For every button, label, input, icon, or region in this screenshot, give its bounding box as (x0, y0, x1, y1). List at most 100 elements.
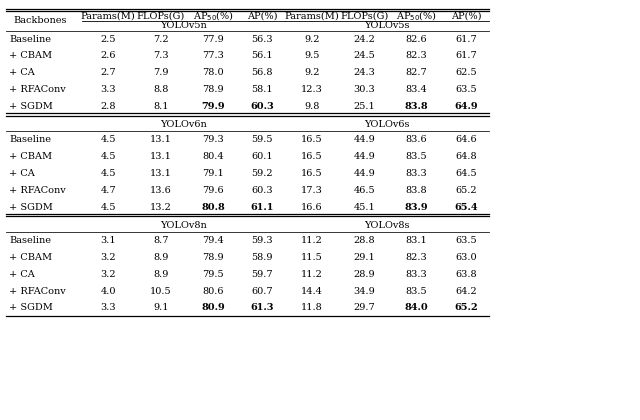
Text: 79.6: 79.6 (202, 186, 224, 195)
Text: 61.3: 61.3 (251, 303, 274, 312)
Text: 24.2: 24.2 (353, 34, 375, 44)
Text: 24.3: 24.3 (353, 68, 375, 77)
Text: YOLOv5n: YOLOv5n (160, 21, 207, 30)
Text: 78.0: 78.0 (202, 68, 224, 77)
Text: 83.5: 83.5 (406, 152, 428, 161)
Text: AP$_{50}$(%): AP$_{50}$(%) (193, 10, 234, 23)
Text: 34.9: 34.9 (353, 286, 375, 296)
Text: 11.2: 11.2 (301, 236, 323, 245)
Text: 56.3: 56.3 (252, 34, 273, 44)
Text: AP(%): AP(%) (247, 12, 278, 21)
Text: 9.2: 9.2 (304, 68, 319, 77)
Text: 29.7: 29.7 (353, 303, 375, 312)
Text: 2.7: 2.7 (100, 68, 116, 77)
Text: 8.8: 8.8 (153, 85, 168, 94)
Text: 4.5: 4.5 (100, 135, 116, 144)
Text: 63.5: 63.5 (455, 85, 477, 94)
Text: + CBAM: + CBAM (9, 152, 52, 161)
Text: 82.6: 82.6 (406, 34, 428, 44)
Text: YOLOv8s: YOLOv8s (364, 221, 410, 230)
Text: YOLOv6s: YOLOv6s (364, 120, 410, 129)
Text: 9.5: 9.5 (304, 51, 319, 60)
Text: 82.3: 82.3 (406, 253, 428, 262)
Text: 83.8: 83.8 (405, 102, 428, 111)
Text: 82.7: 82.7 (406, 68, 428, 77)
Text: 62.5: 62.5 (455, 68, 477, 77)
Text: 79.5: 79.5 (202, 270, 224, 279)
Text: 28.8: 28.8 (353, 236, 375, 245)
Text: 2.6: 2.6 (100, 51, 116, 60)
Text: 80.8: 80.8 (201, 202, 225, 212)
Text: 83.3: 83.3 (406, 270, 428, 279)
Text: 44.9: 44.9 (353, 135, 375, 144)
Text: 8.9: 8.9 (153, 270, 168, 279)
Text: 13.6: 13.6 (150, 186, 172, 195)
Text: 30.3: 30.3 (353, 85, 375, 94)
Text: 80.9: 80.9 (201, 303, 225, 312)
Text: 77.3: 77.3 (202, 51, 224, 60)
Text: 65.2: 65.2 (454, 303, 477, 312)
Text: 45.1: 45.1 (353, 202, 375, 212)
Text: 56.8: 56.8 (252, 68, 273, 77)
Text: 63.5: 63.5 (455, 236, 477, 245)
Text: 46.5: 46.5 (353, 186, 375, 195)
Text: 11.8: 11.8 (301, 303, 323, 312)
Text: 77.9: 77.9 (202, 34, 224, 44)
Text: 63.0: 63.0 (455, 253, 477, 262)
Text: 4.5: 4.5 (100, 169, 116, 178)
Text: 83.9: 83.9 (405, 202, 428, 212)
Text: 63.8: 63.8 (455, 270, 477, 279)
Text: 59.7: 59.7 (252, 270, 273, 279)
Text: 84.0: 84.0 (404, 303, 429, 312)
Text: 3.2: 3.2 (100, 270, 116, 279)
Text: 25.1: 25.1 (353, 102, 375, 111)
Text: 83.5: 83.5 (406, 286, 428, 296)
Text: 7.9: 7.9 (153, 68, 168, 77)
Text: 2.5: 2.5 (100, 34, 116, 44)
Text: 80.4: 80.4 (202, 152, 224, 161)
Text: 65.2: 65.2 (455, 186, 477, 195)
Text: 61.7: 61.7 (455, 34, 477, 44)
Text: 16.5: 16.5 (301, 152, 323, 161)
Text: 58.9: 58.9 (252, 253, 273, 262)
Text: 7.2: 7.2 (153, 34, 168, 44)
Text: 14.4: 14.4 (301, 286, 323, 296)
Text: + SGDM: + SGDM (9, 102, 53, 111)
Text: + SGDM: + SGDM (9, 303, 53, 312)
Text: 4.5: 4.5 (100, 152, 116, 161)
Text: YOLOv5s: YOLOv5s (364, 21, 410, 30)
Text: 82.3: 82.3 (406, 51, 428, 60)
Text: 3.2: 3.2 (100, 253, 116, 262)
Text: 64.8: 64.8 (455, 152, 477, 161)
Text: 8.1: 8.1 (153, 102, 168, 111)
Text: 79.3: 79.3 (202, 135, 224, 144)
Text: 83.1: 83.1 (406, 236, 428, 245)
Text: 59.3: 59.3 (252, 236, 273, 245)
Text: 44.9: 44.9 (353, 152, 375, 161)
Text: 60.1: 60.1 (252, 152, 273, 161)
Text: 13.1: 13.1 (150, 152, 172, 161)
Text: 13.1: 13.1 (150, 135, 172, 144)
Text: 79.9: 79.9 (202, 102, 225, 111)
Text: 80.6: 80.6 (202, 286, 224, 296)
Text: 17.3: 17.3 (301, 186, 323, 195)
Text: 4.5: 4.5 (100, 202, 116, 212)
Text: 10.5: 10.5 (150, 286, 172, 296)
Text: 83.8: 83.8 (406, 186, 428, 195)
Text: + CBAM: + CBAM (9, 51, 52, 60)
Text: 78.9: 78.9 (202, 85, 224, 94)
Text: 83.4: 83.4 (406, 85, 428, 94)
Text: 16.5: 16.5 (301, 169, 323, 178)
Text: YOLOv6n: YOLOv6n (160, 120, 207, 129)
Text: + CA: + CA (9, 68, 35, 77)
Text: 11.2: 11.2 (301, 270, 323, 279)
Text: 79.4: 79.4 (202, 236, 224, 245)
Text: + RFAConv: + RFAConv (9, 186, 66, 195)
Text: 12.3: 12.3 (301, 85, 323, 94)
Text: 64.6: 64.6 (455, 135, 477, 144)
Text: + SGDM: + SGDM (9, 202, 53, 212)
Text: 16.5: 16.5 (301, 135, 323, 144)
Text: 24.5: 24.5 (353, 51, 375, 60)
Text: FLOPs(G): FLOPs(G) (340, 12, 388, 21)
Text: 8.9: 8.9 (153, 253, 168, 262)
